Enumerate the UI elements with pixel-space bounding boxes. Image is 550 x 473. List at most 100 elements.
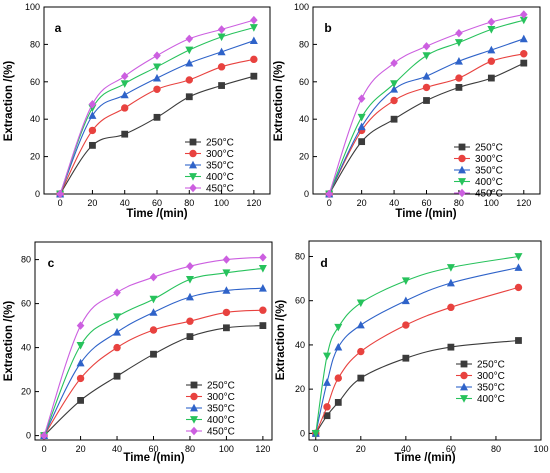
data-point: [185, 292, 194, 301]
data-point: [185, 93, 193, 101]
y-tick-label: 0: [35, 189, 40, 199]
data-point: [334, 342, 343, 351]
x-tick-label: 20: [356, 444, 366, 454]
data-point: [56, 189, 64, 199]
data-point: [356, 320, 365, 329]
data-point: [519, 34, 528, 43]
legend-marker: [190, 381, 198, 389]
data-point: [76, 342, 85, 350]
data-point: [153, 51, 161, 60]
data-point: [186, 333, 194, 340]
data-point: [487, 74, 495, 82]
legend-marker: [460, 360, 468, 368]
x-tick-label: 40: [389, 198, 399, 208]
y-tick-label: 0: [304, 189, 309, 199]
legend-marker: [190, 403, 198, 412]
data-point: [402, 321, 410, 329]
legend-marker: [189, 138, 197, 146]
legend-label: 450°C: [475, 189, 503, 200]
data-point: [113, 372, 121, 380]
data-point: [249, 24, 258, 32]
data-point: [454, 39, 463, 47]
data-point: [357, 122, 366, 131]
data-point: [185, 76, 193, 84]
data-point: [323, 403, 331, 411]
data-point: [153, 85, 161, 93]
x-tick-label: 100: [533, 444, 548, 454]
data-point: [514, 263, 523, 271]
data-point: [217, 33, 226, 42]
data-point: [514, 283, 523, 292]
data-point: [334, 323, 343, 332]
y-tick-label: 40: [299, 114, 309, 124]
legend-marker: [458, 154, 466, 163]
y-tick-label: 0: [26, 431, 31, 441]
x-axis-title: Time /(min): [395, 208, 456, 220]
y-tick-label: 80: [299, 39, 309, 49]
legend-label: 350°C: [477, 383, 505, 394]
data-point: [259, 306, 267, 314]
data-point: [222, 255, 231, 264]
data-point: [222, 269, 231, 277]
data-point: [185, 58, 194, 67]
data-point: [357, 113, 366, 122]
x-axis-title: Time /(min): [123, 452, 184, 464]
data-point: [185, 34, 194, 43]
data-point: [422, 42, 431, 51]
x-axis-title: Time /(min): [394, 452, 455, 464]
x-tick-label: 0: [313, 444, 318, 454]
data-point: [357, 347, 365, 356]
legend-marker: [458, 178, 466, 186]
plot-frame: [43, 6, 271, 195]
data-point: [120, 71, 129, 81]
data-point: [218, 82, 225, 89]
x-tick-label: 80: [185, 444, 195, 454]
data-point: [121, 130, 129, 138]
legend-label: 450°C: [207, 427, 235, 438]
panel-label: d: [320, 256, 327, 270]
legend-label: 350°C: [475, 166, 503, 177]
data-point: [487, 26, 496, 34]
y-tick-label: 60: [299, 77, 309, 87]
legend-label: 300°C: [206, 149, 234, 160]
data-point: [390, 96, 398, 105]
data-point: [455, 28, 463, 38]
y-tick-label: 20: [299, 152, 309, 162]
data-point: [40, 431, 48, 440]
data-point: [186, 262, 194, 271]
data-point: [323, 412, 331, 420]
data-point: [422, 52, 431, 60]
legend-label: 450°C: [206, 184, 234, 195]
y-axis-title: Extraction /(%): [275, 300, 287, 381]
y-tick-label: 60: [21, 299, 31, 309]
data-point: [334, 399, 342, 406]
chart-panel-b: 0 20 40 60 80 100 120 0 20 40 60 80 100 Time /(min) Ex…: [273, 2, 541, 220]
legend-marker: [460, 395, 468, 403]
data-point: [487, 17, 496, 27]
data-point: [186, 317, 194, 325]
data-point: [149, 308, 158, 316]
panel-label: b: [324, 21, 331, 35]
data-point: [77, 397, 84, 404]
panel-label: a: [55, 21, 62, 35]
data-point: [447, 343, 455, 351]
x-tick-label: 60: [152, 198, 162, 208]
data-point: [514, 253, 523, 261]
data-point: [311, 429, 320, 438]
x-tick-label: 120: [516, 198, 531, 208]
chart-panel-a: 0 20 40 60 80 100 120 0 20 40 60 80 100 Time /(min) Ex…: [3, 2, 271, 220]
data-point: [120, 80, 129, 88]
data-point: [454, 57, 463, 65]
data-point: [334, 374, 342, 382]
x-tick-label: 60: [446, 444, 456, 454]
data-point: [88, 126, 97, 135]
data-point: [401, 277, 410, 285]
data-point: [455, 74, 463, 82]
y-tick-label: 20: [30, 152, 40, 162]
y-tick-label: 100: [294, 2, 309, 12]
x-tick-label: 100: [219, 444, 234, 454]
data-point: [113, 343, 121, 352]
data-point: [423, 97, 430, 104]
data-point: [76, 321, 85, 330]
